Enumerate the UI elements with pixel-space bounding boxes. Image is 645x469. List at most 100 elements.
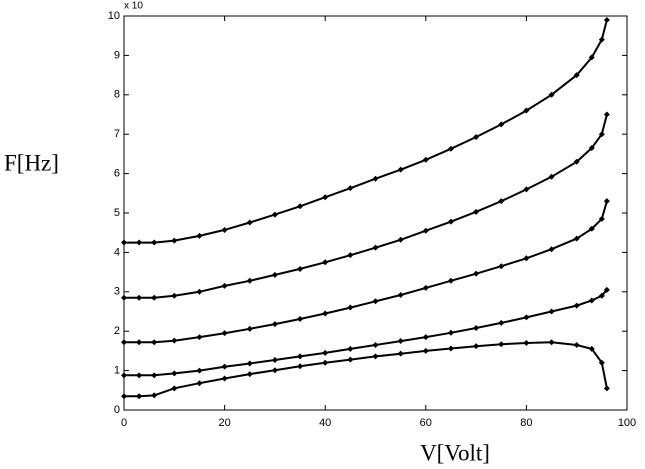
marker <box>246 371 253 378</box>
marker <box>548 246 555 253</box>
marker <box>322 349 329 356</box>
marker <box>151 239 158 246</box>
marker <box>603 286 610 293</box>
marker <box>347 185 354 192</box>
marker <box>246 219 253 226</box>
marker <box>473 270 480 277</box>
marker <box>196 232 203 239</box>
marker <box>297 353 304 360</box>
marker <box>347 252 354 259</box>
marker <box>246 360 253 367</box>
y-tick-label: 8 <box>114 89 120 101</box>
marker <box>151 294 158 301</box>
marker <box>322 310 329 317</box>
y-multiplier: x 10 <box>124 1 143 12</box>
marker <box>322 359 329 366</box>
marker <box>271 356 278 363</box>
marker <box>322 194 329 201</box>
series-line <box>124 289 608 377</box>
marker <box>221 330 228 337</box>
marker <box>221 363 228 370</box>
marker <box>447 345 454 352</box>
marker <box>573 72 580 79</box>
marker <box>121 294 127 301</box>
marker <box>523 255 530 262</box>
marker <box>397 166 404 173</box>
marker <box>588 345 595 352</box>
marker <box>171 370 178 377</box>
marker <box>523 107 530 114</box>
marker <box>598 215 605 222</box>
marker <box>171 292 178 299</box>
marker <box>473 343 480 350</box>
marker <box>121 239 127 246</box>
marker <box>196 288 203 295</box>
marker <box>447 145 454 152</box>
marker <box>196 380 203 387</box>
marker <box>422 227 429 234</box>
marker <box>473 133 480 140</box>
marker <box>473 208 480 215</box>
marker <box>121 393 127 400</box>
x-tick-label: 20 <box>218 417 230 429</box>
marker <box>372 175 379 182</box>
marker <box>151 392 158 399</box>
marker <box>447 277 454 284</box>
marker <box>347 304 354 311</box>
marker <box>171 385 178 392</box>
marker <box>603 385 610 392</box>
marker <box>573 235 580 242</box>
y-tick-label: 2 <box>114 325 120 337</box>
marker <box>271 367 278 374</box>
y-tick-label: 3 <box>114 286 120 298</box>
marker <box>447 329 454 336</box>
marker <box>422 284 429 291</box>
x-tick-label: 60 <box>420 417 432 429</box>
marker <box>498 198 505 205</box>
y-axis-label: F[Hz] <box>4 150 59 175</box>
marker <box>397 236 404 243</box>
y-tick-label: 1 <box>114 365 120 377</box>
x-tick-label: 80 <box>520 417 532 429</box>
x-tick-label: 100 <box>618 417 636 429</box>
series-line <box>124 341 608 398</box>
marker <box>573 158 580 165</box>
series-line <box>124 114 608 299</box>
marker <box>397 350 404 357</box>
marker <box>221 282 228 289</box>
marker <box>603 16 610 23</box>
marker <box>151 339 158 346</box>
marker <box>297 363 304 370</box>
marker <box>297 203 304 210</box>
marker <box>588 297 595 304</box>
marker <box>598 131 605 138</box>
plot-frame <box>123 15 628 411</box>
marker <box>246 277 253 284</box>
marker <box>588 225 595 232</box>
marker <box>573 302 580 309</box>
marker <box>473 325 480 332</box>
y-tick-label: 4 <box>114 246 120 258</box>
marker <box>588 54 595 61</box>
y-tick-label: 9 <box>114 49 120 61</box>
marker <box>221 226 228 233</box>
marker <box>271 321 278 328</box>
marker <box>271 271 278 278</box>
marker <box>121 372 127 379</box>
y-tick-label: 0 <box>114 404 120 416</box>
marker <box>603 198 610 205</box>
marker <box>151 372 158 379</box>
marker <box>171 337 178 344</box>
y-tick-label: 6 <box>114 168 120 180</box>
marker <box>372 244 379 251</box>
marker <box>397 338 404 345</box>
marker <box>573 341 580 348</box>
marker <box>447 218 454 225</box>
marker <box>588 144 595 151</box>
marker <box>297 265 304 272</box>
marker <box>372 341 379 348</box>
marker <box>498 319 505 326</box>
marker <box>136 339 143 346</box>
